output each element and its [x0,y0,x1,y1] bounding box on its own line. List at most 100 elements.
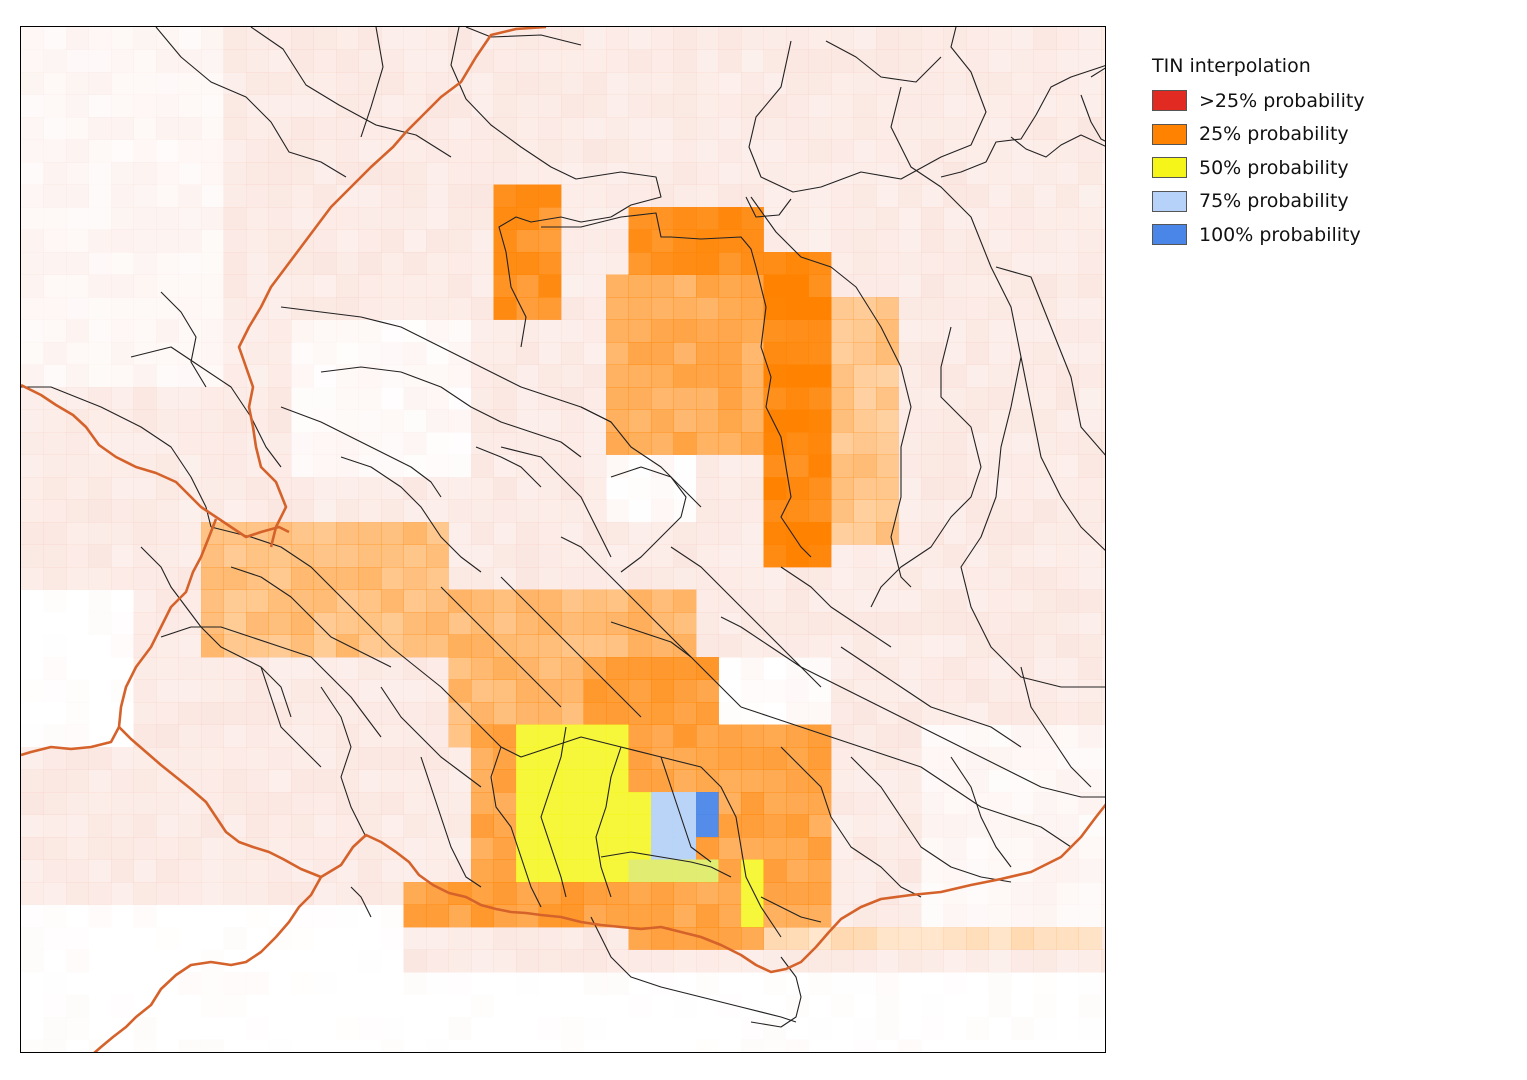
raster-cell [1056,432,1079,455]
raster-cell [156,544,179,568]
raster-cell [471,72,494,95]
raster-cell [314,905,337,928]
raster-cell [1056,612,1079,635]
raster-cell [403,679,427,703]
raster-cell [1056,792,1079,815]
raster-cell [268,769,292,793]
raster-cell [1011,634,1034,658]
raster-cell [1011,859,1034,883]
raster-cell [786,229,809,253]
raster-cell [673,252,697,275]
raster-cell [133,882,157,905]
raster-cell [831,634,854,658]
raster-cell [291,297,314,320]
raster-cell [583,454,607,478]
raster-cell [651,927,674,950]
raster-cell [763,567,787,590]
raster-cell [1056,634,1079,658]
raster-cell [43,49,67,73]
raster-cell [696,679,719,703]
raster-cell [246,229,269,253]
raster-cell [606,27,629,50]
raster-cell [516,567,539,590]
raster-cell [763,162,787,185]
raster-cell [268,94,292,118]
raster-cell [741,904,764,928]
raster-cell [21,432,44,455]
raster-cell [808,927,832,950]
raster-cell [651,319,674,343]
raster-cell [876,49,899,73]
raster-cell [358,477,382,500]
raster-cell [201,792,224,815]
raster-cell [628,409,652,433]
raster-cell [201,679,224,703]
raster-cell [696,297,719,320]
raster-cell [831,522,854,545]
raster-cell [358,229,382,253]
raster-cell [988,949,1012,973]
raster-cell [1101,792,1105,815]
raster-cell [156,724,179,748]
raster-cell [1011,882,1034,905]
raster-cell [133,297,157,320]
raster-cell [268,657,292,680]
raster-cell [43,229,67,253]
raster-cell [1033,949,1057,973]
raster-cell [673,904,697,928]
raster-cell [381,612,404,635]
raster-cell [156,477,179,500]
raster-cell [786,522,809,545]
raster-cell [583,364,607,388]
raster-cell [1056,72,1079,95]
raster-cell [831,949,854,973]
raster-cell [426,454,449,478]
raster-cell [1101,522,1105,545]
map-frame[interactable] [20,26,1106,1053]
raster-cell [313,184,337,208]
raster-cell [786,274,809,298]
raster-cell [403,162,427,185]
raster-cell [943,522,967,545]
raster-cell [43,139,67,163]
raster-cell [268,724,292,748]
raster-cell [876,792,899,815]
raster-cell [1078,342,1102,365]
raster-cell [718,792,742,815]
raster-cell [966,882,989,905]
raster-cell [88,94,112,118]
raster-cell [201,342,224,365]
raster-cell [426,252,449,275]
raster-cell [1101,477,1105,500]
raster-cell [1033,657,1057,680]
raster-cell [358,544,382,568]
raster-cell [246,589,269,613]
raster-cell [1101,184,1105,208]
raster-cell [133,364,157,388]
raster-cell [381,229,404,253]
raster-cell [651,72,674,95]
raster-cell [223,454,247,478]
raster-cell [718,634,742,658]
raster-cell [606,679,629,703]
raster-cell [628,792,652,815]
raster-cell [583,94,607,118]
raster-cell [403,477,427,500]
raster-cell [516,544,539,568]
raster-cell [21,814,44,838]
raster-cell [43,319,67,343]
raster-cell [448,612,472,635]
raster-cell [1033,724,1057,748]
raster-cell [291,747,314,770]
raster-cell [876,702,899,725]
raster-cell [943,612,967,635]
raster-cell [336,229,359,253]
raster-cell [854,1040,877,1054]
raster-cell [966,949,989,973]
raster-cell [178,972,202,995]
raster-cell [696,657,719,680]
raster-cell [718,184,742,208]
raster-cell [471,702,494,725]
raster-cell [1101,747,1105,770]
raster-cell [651,49,674,73]
